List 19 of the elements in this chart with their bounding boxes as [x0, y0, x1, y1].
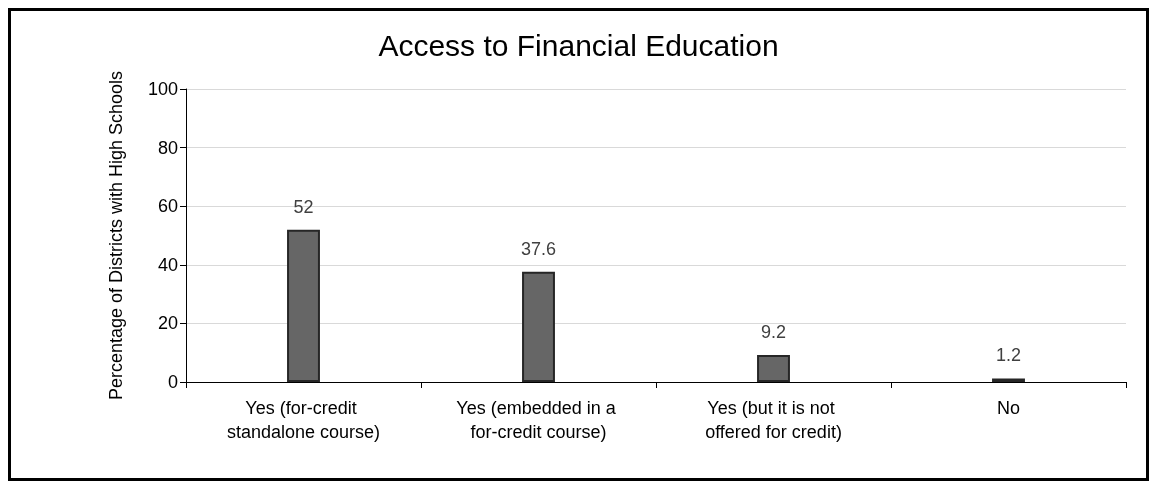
y-tick-label: 0 [167, 372, 178, 392]
chart-title: Access to Financial Education [378, 28, 779, 62]
data-label: 1.2 [995, 345, 1022, 366]
y-tick-label: 100 [147, 79, 178, 99]
y-tick-label: 80 [157, 137, 178, 158]
y-tick-label: 20 [157, 313, 178, 334]
data-label: 37.6 [520, 238, 557, 259]
bar [757, 355, 790, 382]
x-tick-label: Yes (but it is not offered for credit) [705, 398, 842, 442]
y-axis-title: Percentage of Districts with High Schools [106, 70, 126, 401]
data-label: 52 [293, 196, 314, 217]
x-tick-label: Yes (embedded in a for-credit course) [456, 398, 621, 442]
bar [287, 229, 320, 382]
x-tick-label: No [996, 398, 1021, 418]
y-tick-label: 40 [157, 254, 178, 275]
x-tick-label: Yes (for-credit standalone course) [226, 398, 381, 442]
data-label: 9.2 [760, 322, 787, 343]
bar [522, 271, 555, 382]
y-tick-label: 60 [157, 196, 178, 217]
